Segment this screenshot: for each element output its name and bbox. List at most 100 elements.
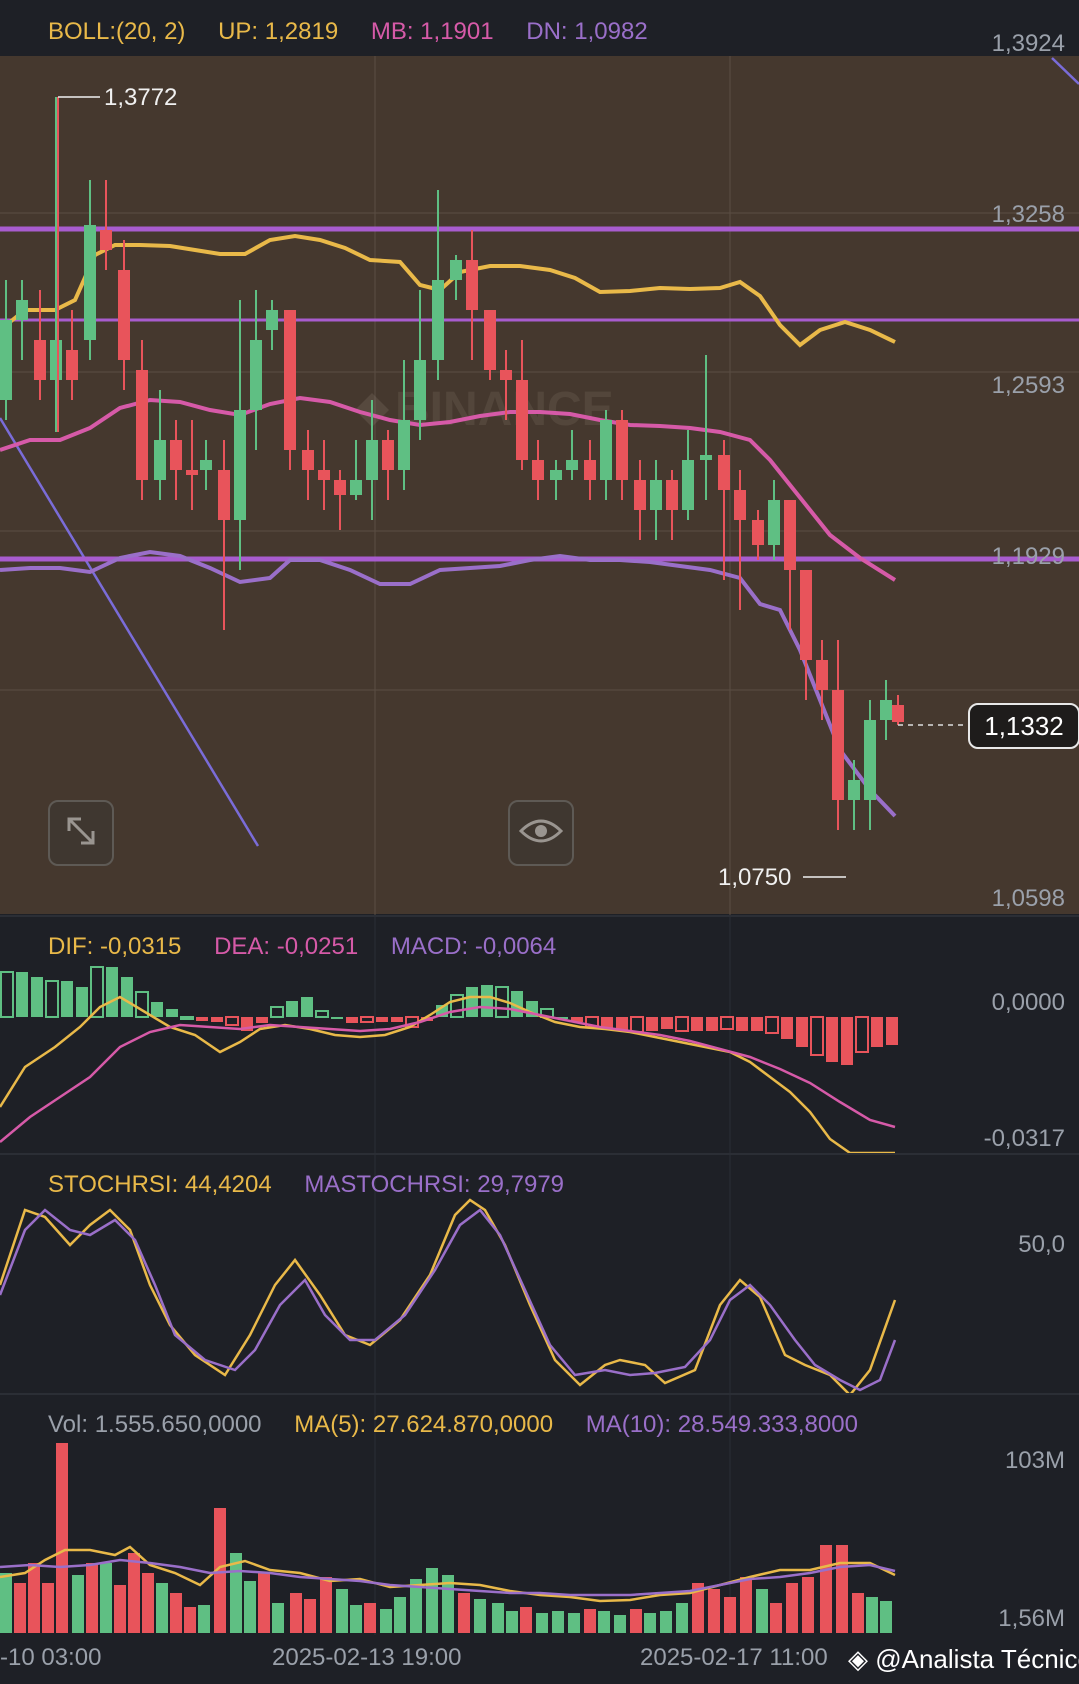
macd-hist-bar: [826, 1017, 838, 1062]
price-panel[interactable]: BINANCE BOLL:(20, 2) UP: 1,2819 MB: 1,19…: [0, 0, 1079, 915]
volume-bar: [614, 1615, 626, 1633]
visibility-toggle-button[interactable]: [508, 800, 574, 866]
mastochrsi-value: MASTOCHRSI: 29,7979: [304, 1171, 565, 1198]
macd-hist-bar: [135, 991, 149, 1018]
macd-hist-bar: [256, 1017, 268, 1023]
volume-bar: [72, 1575, 84, 1633]
candle-body: [550, 470, 562, 480]
macd-hist-bar: [346, 1017, 358, 1023]
candle-body: [450, 260, 462, 280]
volume-bar: [426, 1568, 438, 1633]
boll-mb-value: MB: 1,1901: [370, 18, 494, 45]
macd-hist-bar: [301, 997, 313, 1017]
macd-hist-bar: [646, 1017, 658, 1031]
candle-body: [466, 260, 478, 310]
candle-body: [136, 370, 148, 480]
macd-hist-bar: [331, 1017, 343, 1019]
volume-bar: [598, 1611, 610, 1633]
stochrsi-panel[interactable]: STOCHRSI: 44,4204 MASTOCHRSI: 29,7979 50…: [0, 1155, 1079, 1393]
candle-body: [334, 480, 346, 495]
volume-bar: [770, 1603, 782, 1633]
macd-hist-bar: [601, 1017, 613, 1029]
macd-hist-bar: [61, 981, 73, 1017]
dif-value: DIF: -0,0315: [48, 933, 182, 960]
macd-chart[interactable]: [0, 917, 1079, 1153]
volume-bar: [336, 1589, 348, 1633]
candle-body: [650, 480, 662, 510]
candle-body: [634, 480, 646, 510]
price-chart[interactable]: BINANCE: [0, 0, 1079, 915]
volume-bar: [142, 1573, 154, 1633]
candle-body: [414, 360, 426, 420]
macd-hist-bar: [270, 1006, 284, 1018]
macd-hist-bar: [556, 1017, 568, 1019]
candle-body: [66, 350, 78, 380]
stochrsi-line: [0, 1198, 897, 1393]
volume-bar: [230, 1553, 242, 1633]
candle-body: [682, 460, 694, 510]
candle-body: [186, 470, 198, 475]
boll-up-value: UP: 1,2819: [218, 18, 339, 45]
candle-body: [118, 270, 130, 360]
volume-bar: [852, 1593, 864, 1633]
stochrsi-legend: STOCHRSI: 44,4204 MASTOCHRSI: 29,7979: [48, 1171, 590, 1199]
volume-bar: [740, 1577, 752, 1633]
stochrsi-chart[interactable]: [0, 1155, 1079, 1393]
time-axis-label: 2025-02-13 19:00: [272, 1644, 462, 1671]
binance-small-icon: ◈: [848, 1644, 868, 1674]
volume-bar: [198, 1605, 210, 1633]
macd-hist-bar: [736, 1017, 748, 1031]
macd-hist-bar: [391, 1017, 403, 1022]
volume-bar: [506, 1611, 518, 1633]
macd-hist-bar: [31, 977, 43, 1017]
volume-bar: [100, 1563, 112, 1633]
volume-bar: [42, 1583, 54, 1633]
macd-hist-bar: [0, 971, 14, 1018]
time-axis-label: 2025-02-17 11:00: [640, 1644, 828, 1671]
vol-axis-label: 103M: [1004, 1447, 1065, 1474]
volume-bar: [272, 1603, 284, 1633]
candle-body: [366, 440, 378, 480]
volume-bar: [170, 1593, 182, 1633]
candle-body: [200, 460, 212, 470]
candle-body: [398, 420, 410, 470]
candle-body: [170, 440, 182, 470]
expand-button[interactable]: [48, 800, 114, 866]
trend-line-top: [1051, 57, 1079, 85]
volume-bar: [708, 1589, 720, 1633]
volume-bar: [786, 1583, 798, 1633]
mastochrsi-line: [0, 1208, 897, 1392]
stochrsi-axis-label: 50,0: [1018, 1231, 1065, 1258]
boll-up-line: [0, 233, 896, 348]
vol-axis-label: 1,56M: [998, 1605, 1065, 1632]
volume-panel[interactable]: Vol: 1.555.650,0000 MA(5): 27.624.870,00…: [0, 1395, 1079, 1635]
macd-hist-bar: [45, 980, 59, 1018]
volume-bar: [866, 1597, 878, 1633]
candle-body: [84, 225, 96, 340]
volume-chart[interactable]: [0, 1395, 1079, 1635]
volume-bar: [820, 1545, 832, 1633]
macd-hist-bar: [90, 966, 104, 1018]
candle-body: [700, 455, 712, 460]
macd-hist-bar: [810, 1016, 824, 1056]
dea-value: DEA: -0,0251: [214, 933, 359, 960]
candle-body: [350, 480, 362, 495]
macd-panel[interactable]: DIF: -0,0315 DEA: -0,0251 MACD: -0,0064 …: [0, 917, 1079, 1153]
candle-body: [892, 705, 904, 722]
volume-bar: [28, 1563, 40, 1633]
trend-line: [0, 417, 260, 847]
macd-hist-bar: [706, 1017, 718, 1031]
macd-axis-label: -0,0317: [983, 1125, 1065, 1152]
volume-bar: [86, 1563, 98, 1633]
macd-legend: DIF: -0,0315 DEA: -0,0251 MACD: -0,0064: [48, 933, 582, 961]
candle-body: [848, 780, 860, 800]
candle-body: [516, 380, 528, 460]
macd-hist-bar: [661, 1017, 673, 1029]
volume-bar: [56, 1443, 68, 1633]
candle-body: [768, 500, 780, 545]
macd-hist-bar: [315, 1010, 329, 1018]
macd-hist-bar: [571, 1017, 583, 1022]
macd-hist-bar: [691, 1017, 703, 1031]
macd-hist-bar: [886, 1017, 898, 1045]
macd-hist-bar: [225, 1016, 239, 1026]
